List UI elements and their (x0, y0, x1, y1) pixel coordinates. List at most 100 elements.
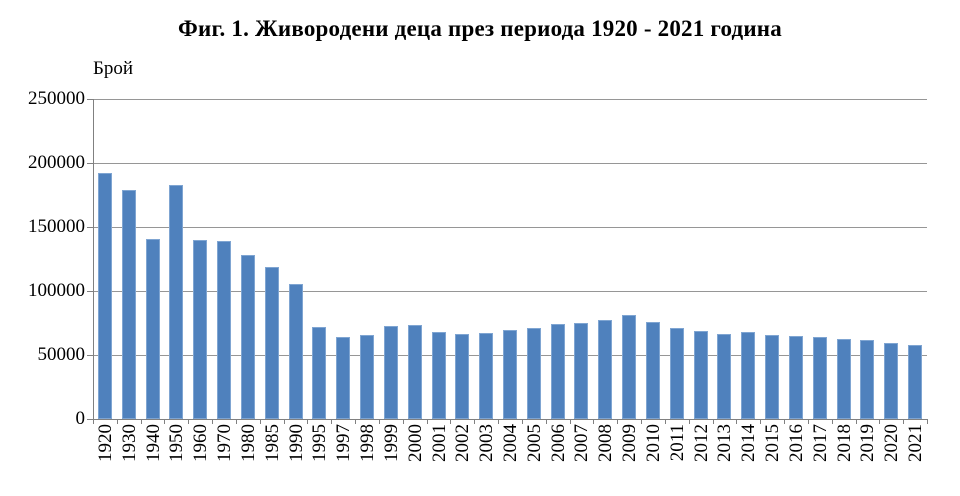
x-tick-label-1970: 1970 (214, 424, 235, 462)
bar-2015 (765, 335, 779, 419)
x-tick-1 (117, 419, 118, 424)
bar-1920 (98, 173, 112, 419)
x-tick-label-2000: 2000 (405, 424, 426, 462)
x-tick-15 (450, 419, 451, 424)
bar-2008 (598, 320, 612, 419)
x-tick-22 (617, 419, 618, 424)
y-tick-250000 (87, 99, 93, 100)
x-tick-34 (903, 419, 904, 424)
x-tick-label-1940: 1940 (143, 424, 164, 462)
x-axis-line (88, 419, 927, 420)
x-tick-label-2018: 2018 (834, 424, 855, 462)
x-tick-label-1990: 1990 (286, 424, 307, 462)
y-tick-label-0: 0 (75, 408, 86, 429)
bar-1990 (289, 284, 303, 419)
bar-2000 (408, 325, 422, 419)
y-axis-line (93, 99, 94, 424)
bar-2020 (884, 343, 898, 419)
x-tick-4 (188, 419, 189, 424)
y-tick-label-100000: 100000 (28, 280, 85, 301)
bar-2003 (479, 333, 493, 419)
x-tick-30 (808, 419, 809, 424)
bar-1999 (384, 326, 398, 419)
bar-1970 (217, 241, 231, 419)
bar-2004 (503, 330, 517, 419)
x-tick-label-1960: 1960 (190, 424, 211, 462)
y-tick-label-150000: 150000 (28, 216, 85, 237)
x-tick-6 (236, 419, 237, 424)
x-tick-label-1999: 1999 (381, 424, 402, 462)
x-tick-label-2001: 2001 (429, 424, 450, 462)
gridline-250000 (93, 99, 927, 100)
x-tick-label-2010: 2010 (643, 424, 664, 462)
y-axis-unit-label: Брой (93, 58, 134, 79)
x-tick-3 (164, 419, 165, 424)
bar-1985 (265, 267, 279, 419)
x-tick-label-2020: 2020 (881, 424, 902, 462)
y-tick-label-200000: 200000 (28, 152, 85, 173)
x-tick-5 (212, 419, 213, 424)
x-tick-label-1920: 1920 (95, 424, 116, 462)
y-tick-100000 (87, 291, 93, 292)
gridline-200000 (93, 163, 927, 164)
x-tick-label-2016: 2016 (786, 424, 807, 462)
bar-2014 (741, 332, 755, 419)
x-tick-label-2014: 2014 (738, 424, 759, 462)
x-tick-label-2003: 2003 (476, 424, 497, 462)
x-tick-label-1980: 1980 (238, 424, 259, 462)
x-tick-label-1997: 1997 (333, 424, 354, 462)
bar-2016 (789, 336, 803, 419)
bar-2007 (574, 323, 588, 419)
x-tick-14 (427, 419, 428, 424)
bar-2010 (646, 322, 660, 419)
bar-2011 (670, 328, 684, 419)
x-tick-17 (498, 419, 499, 424)
bar-2017 (813, 337, 827, 419)
x-tick-label-2002: 2002 (452, 424, 473, 462)
x-tick-23 (641, 419, 642, 424)
bar-1980 (241, 255, 255, 419)
x-tick-label-2004: 2004 (500, 424, 521, 462)
x-tick-7 (260, 419, 261, 424)
x-tick-label-1995: 1995 (309, 424, 330, 462)
x-tick-8 (284, 419, 285, 424)
gridline-150000 (93, 227, 927, 228)
x-tick-label-2012: 2012 (691, 424, 712, 462)
x-tick-9 (307, 419, 308, 424)
x-tick-label-2009: 2009 (619, 424, 640, 462)
x-tick-33 (879, 419, 880, 424)
x-tick-label-2006: 2006 (548, 424, 569, 462)
x-tick-label-2005: 2005 (524, 424, 545, 462)
y-tick-label-250000: 250000 (28, 88, 85, 109)
x-tick-label-2011: 2011 (667, 424, 688, 462)
bar-2021 (908, 345, 922, 419)
bar-1950 (169, 185, 183, 419)
x-tick-label-2021: 2021 (905, 424, 926, 462)
x-tick-35 (927, 419, 928, 424)
x-tick-label-1950: 1950 (166, 424, 187, 462)
bar-2018 (837, 339, 851, 419)
y-tick-200000 (87, 163, 93, 164)
y-tick-label-50000: 50000 (37, 344, 86, 365)
bar-2009 (622, 315, 636, 419)
bar-1998 (360, 335, 374, 419)
bar-1995 (312, 327, 326, 419)
x-tick-18 (522, 419, 523, 424)
x-tick-label-2015: 2015 (762, 424, 783, 462)
x-tick-26 (713, 419, 714, 424)
bar-2012 (694, 331, 708, 419)
bar-1997 (336, 337, 350, 419)
bar-2019 (860, 340, 874, 419)
x-tick-11 (355, 419, 356, 424)
x-tick-2 (141, 419, 142, 424)
x-tick-label-2017: 2017 (810, 424, 831, 462)
x-tick-label-1998: 1998 (357, 424, 378, 462)
x-tick-24 (665, 419, 666, 424)
x-tick-27 (736, 419, 737, 424)
x-tick-28 (760, 419, 761, 424)
x-tick-label-2019: 2019 (857, 424, 878, 462)
bar-2006 (551, 324, 565, 419)
chart-title: Фиг. 1. Живородени деца през периода 192… (178, 16, 782, 41)
